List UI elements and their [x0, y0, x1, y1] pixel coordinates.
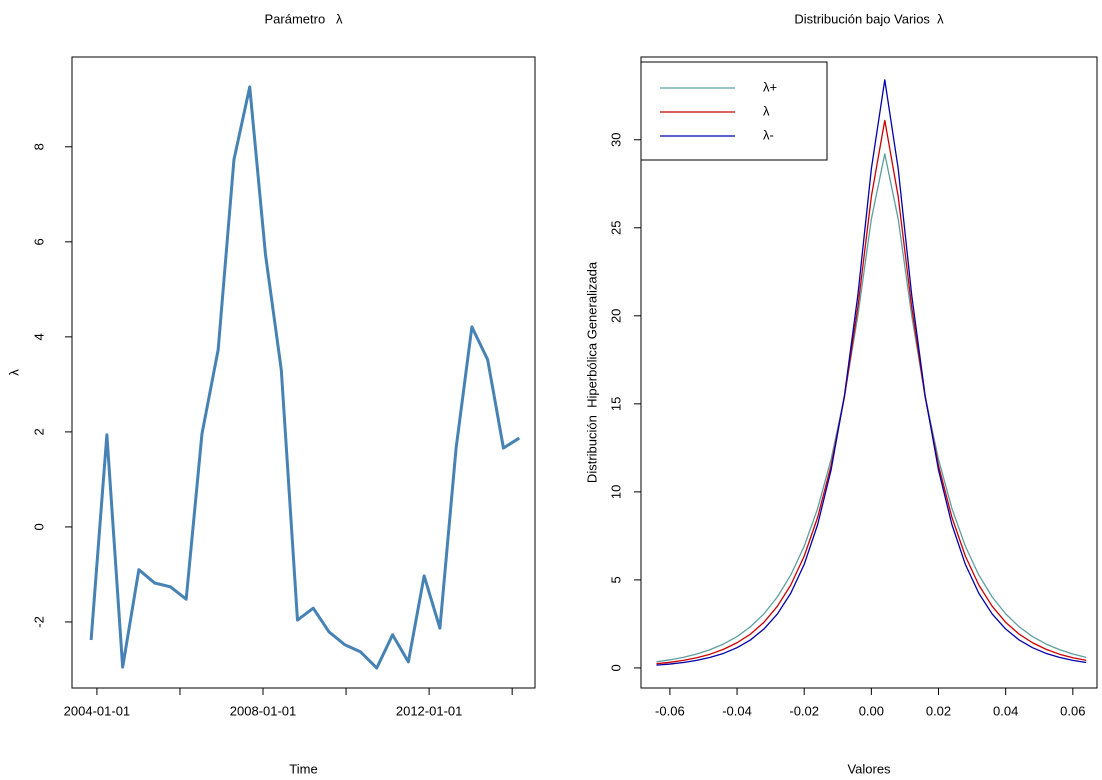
- x-tick-label: 0.00: [859, 703, 884, 718]
- y-axis-label: Distribución Hiperbólica Generalizada: [584, 261, 599, 483]
- y-tick-label: 0: [31, 523, 46, 530]
- x-tick-label: 2004-01-01: [64, 703, 131, 718]
- y-tick-label: -2: [31, 616, 46, 628]
- y-tick-label: 10: [608, 485, 623, 499]
- y-tick-label: 6: [31, 238, 46, 245]
- x-axis-label: Valores: [847, 761, 891, 776]
- x-tick-label: 2008-01-01: [230, 703, 297, 718]
- x-tick-label: 0.04: [993, 703, 1018, 718]
- chart-title: Distribución bajo Varios λ: [794, 11, 944, 26]
- y-tick-label: 20: [608, 309, 623, 323]
- y-tick-label: 30: [608, 133, 623, 147]
- data-line: [89, 85, 521, 670]
- legend-label: λ: [763, 103, 770, 118]
- x-tick-label: -0.02: [789, 703, 819, 718]
- x-tick-label: 2012-01-01: [396, 703, 463, 718]
- legend-label: λ+: [763, 79, 777, 94]
- y-tick-label: 8: [31, 143, 46, 150]
- y-tick-label: 0: [608, 664, 623, 671]
- x-axis-label: Time: [289, 761, 317, 776]
- x-tick-label: -0.04: [722, 703, 752, 718]
- series-line: [656, 119, 1087, 665]
- y-axis-label: λ: [6, 369, 21, 376]
- series-line: [656, 79, 1087, 666]
- y-tick-label: 5: [608, 576, 623, 583]
- panel: Parámetro λ 2004-01-01 2008-01-01 2012-01-0…: [6, 11, 536, 776]
- legend-label: λ-: [763, 127, 774, 142]
- chart-title: Parámetro λ: [264, 11, 343, 26]
- y-tick-label: 2: [31, 428, 46, 435]
- x-tick-label: 0.02: [926, 703, 951, 718]
- x-tick-label: 0.06: [1060, 703, 1085, 718]
- y-tick-label: 4: [31, 333, 46, 340]
- legend-box: [640, 61, 828, 161]
- y-tick-label: 25: [608, 221, 623, 235]
- x-tick-label: -0.06: [655, 703, 685, 718]
- series-line: [656, 153, 1087, 663]
- panel: Distribución bajo Varios λ -0.06 -0.04 -0.0…: [584, 11, 1098, 776]
- y-tick-label: 15: [608, 397, 623, 411]
